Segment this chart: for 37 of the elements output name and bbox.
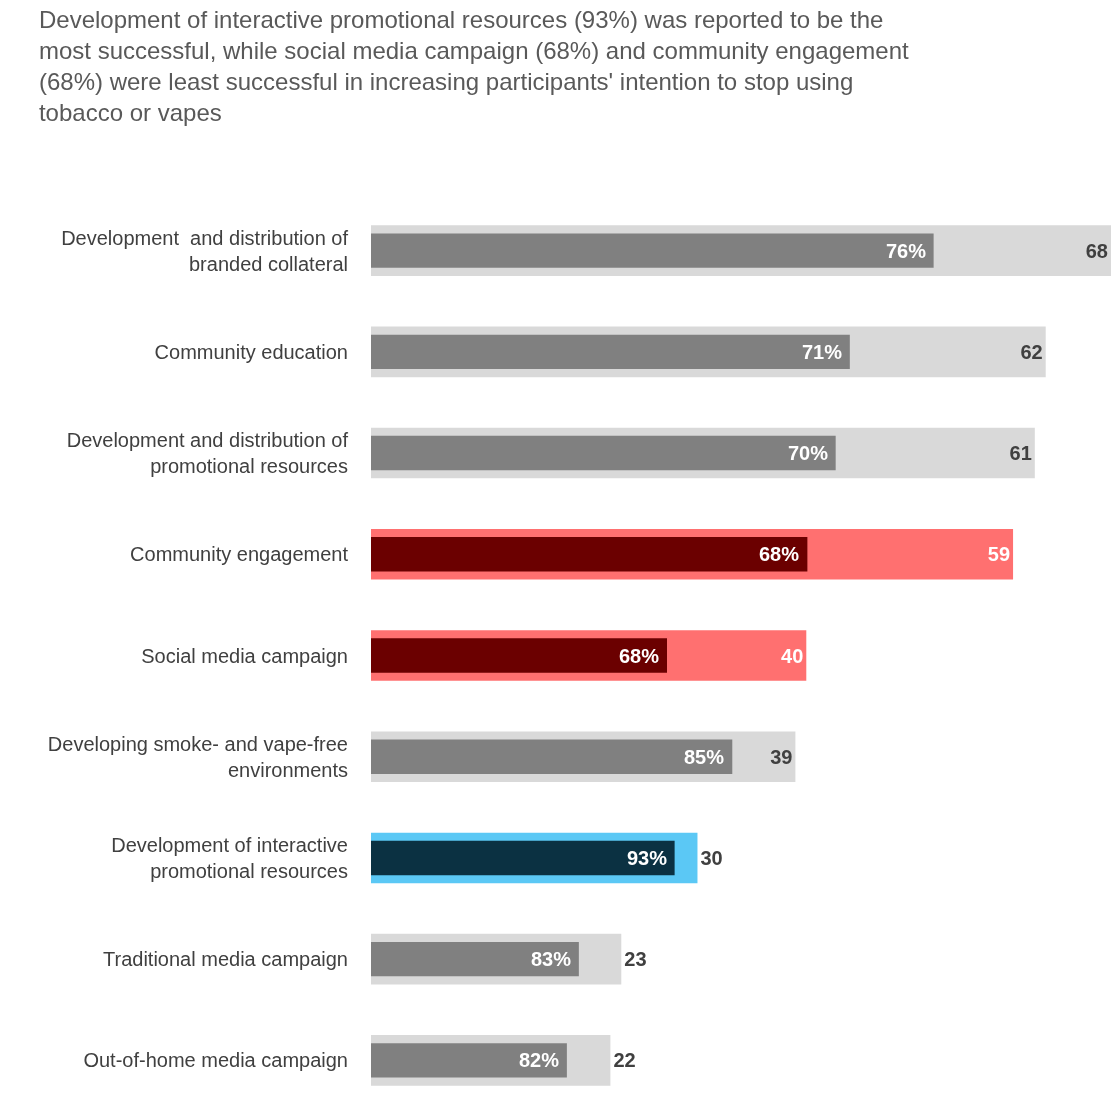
y-tick-label: Development and distribution of promotional resources	[66, 429, 349, 478]
data-label: 22	[613, 1049, 636, 1072]
annotation: 71%	[802, 341, 843, 363]
data-label: 23	[624, 948, 647, 971]
data-label: 68	[1085, 239, 1108, 262]
y-tick-label: Community education	[154, 340, 348, 363]
data-label: 62	[1020, 340, 1043, 363]
bar	[371, 233, 934, 268]
data-label: 40	[781, 644, 804, 667]
y-tick-label: Traditional media campaign	[103, 948, 348, 971]
y-tick-label: Out-of-home media campaign	[83, 1049, 348, 1072]
annotation: 76%	[886, 240, 927, 262]
bar	[371, 840, 675, 876]
bar	[371, 1043, 567, 1078]
bar	[371, 739, 733, 774]
annotation: 70%	[788, 442, 829, 464]
y-tick-label: Social media campaign	[141, 644, 348, 667]
chart-title: Development of interactive promotional resources (93%) was reported to be the most successful, while social media campaign (68%) and community engagement (68%) were least successful in increasing participants' intention to stop using tobacco or vapes	[38, 5, 910, 127]
y-tick-label: Development of interactive promotional resources	[111, 833, 348, 882]
annotation: 68%	[619, 645, 660, 667]
bar	[371, 334, 850, 370]
data-label: 30	[700, 846, 723, 869]
bar	[371, 435, 836, 471]
annotation: 85%	[684, 746, 725, 768]
y-tick-label: Community engagement	[130, 543, 349, 566]
data-label: 61	[1009, 442, 1032, 465]
y-tick-label: Developing smoke- and vape-free environments	[47, 732, 348, 781]
annotation: 82%	[519, 1049, 560, 1071]
bar	[371, 537, 808, 572]
annotation: 68%	[759, 543, 800, 565]
annotation: 83%	[531, 948, 572, 970]
data-label: 39	[770, 745, 793, 768]
bar	[371, 941, 579, 977]
data-label: 59	[987, 543, 1011, 566]
bar	[371, 638, 667, 673]
y-tick-label: Development and distribution of branded collateral	[61, 226, 349, 275]
annotation: 93%	[627, 847, 668, 869]
